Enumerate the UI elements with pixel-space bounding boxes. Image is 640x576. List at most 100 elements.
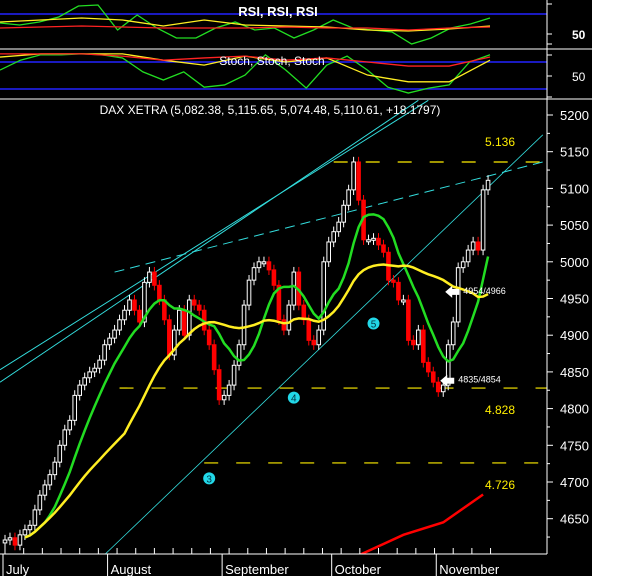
candle-up [261,261,267,265]
candle-down [406,299,411,341]
candle-up [2,539,8,544]
candle-up [117,319,122,331]
candle-down [196,304,202,311]
candle-up [52,461,58,476]
candle-down [12,537,18,546]
rsi-tick-50: 50 [572,28,586,42]
candle-down [157,284,162,301]
candle-up [286,304,292,331]
candle-down [276,284,282,321]
price-plot [0,100,547,554]
candle-up [17,534,23,546]
trend-line [114,161,543,273]
candle-up [67,419,73,431]
stoch-panel: 50 Stoch, Stoch, Stoch [0,53,586,98]
month-label: November [439,562,500,576]
candle-up [321,261,327,331]
wave-marker [367,317,380,330]
y-tick-label: 4700 [560,475,589,490]
level-label: 4.726 [485,478,515,492]
candle-up [72,394,78,421]
candle-down [152,271,157,286]
level-label: 4.828 [485,403,515,417]
y-tick-label: 4850 [560,365,589,380]
trend-line [0,100,419,383]
candle-down [132,299,137,311]
rsi-line [0,17,491,32]
price-title: DAX XETRA (5,082.38, 5,115.65, 5,074.48,… [100,103,441,117]
month-label: October [335,562,382,576]
candle-down [137,309,142,323]
candle-up [251,267,257,281]
y-tick-label: 5000 [560,255,589,270]
candle-up [331,231,336,243]
candle-down [376,237,381,246]
trend-line [0,100,429,371]
wave-marker [203,472,216,485]
arrow-left-icon [440,374,455,387]
candle-up [470,241,476,251]
candle-down [216,369,222,401]
candle-down [311,339,317,346]
candle-down [281,319,287,331]
stoch-tick-50: 50 [572,70,586,84]
candle-up [186,299,192,336]
candle-up [366,239,371,243]
candle-up [102,344,107,361]
arrow-left-icon [445,285,460,298]
rsi-panel: 50 RSI, RSI, RSI [0,3,586,45]
y-tick-label: 4800 [560,402,589,417]
candle-up [97,359,102,369]
long-moving-average-line [358,493,484,554]
candle-up [241,304,247,346]
candle-up [231,364,237,386]
candle-down [211,344,217,371]
rsi-line [0,25,491,31]
candle-up [32,509,38,526]
candle-down [191,299,197,306]
candle-up [480,189,486,251]
candle-down [391,279,396,283]
candle-down [430,371,436,383]
month-label: August [111,562,152,576]
candle-up [142,281,147,323]
y-tick-label: 4900 [560,328,589,343]
candle-up [7,537,13,541]
candle-up [440,384,446,393]
candle-down [475,241,481,251]
candle-up [22,529,28,536]
candle-down [306,319,312,341]
candle-down [271,269,277,286]
candle-up [92,367,97,373]
candle-up [127,299,132,311]
candle-up [112,329,117,339]
wave-marker-label: 4 [291,394,297,405]
candle-down [411,339,416,346]
candle-up [42,484,48,496]
candle-up [336,221,341,233]
candle-up [246,279,252,306]
candle-down [206,329,212,346]
y-tick-label: 4950 [560,291,589,306]
wave-marker-label: 3 [206,474,212,485]
candle-up [460,261,466,269]
moving-average-line [24,213,490,539]
candle-up [37,494,43,511]
wave-marker [287,391,300,404]
price-annotation: 4835/4854 [458,375,501,385]
trend-line [104,134,544,554]
candle-up [177,309,182,331]
candle-up [256,261,262,269]
candle-up [341,204,346,223]
month-label: July [6,562,30,576]
candle-up [27,524,33,531]
candle-up [57,444,63,463]
candle-down [181,309,187,336]
candle-up [485,179,491,191]
stoch-line [0,53,491,67]
candle-up [316,329,322,346]
y-tick-label: 4650 [560,512,589,527]
candle-up [87,371,92,379]
candle-up [401,299,406,303]
